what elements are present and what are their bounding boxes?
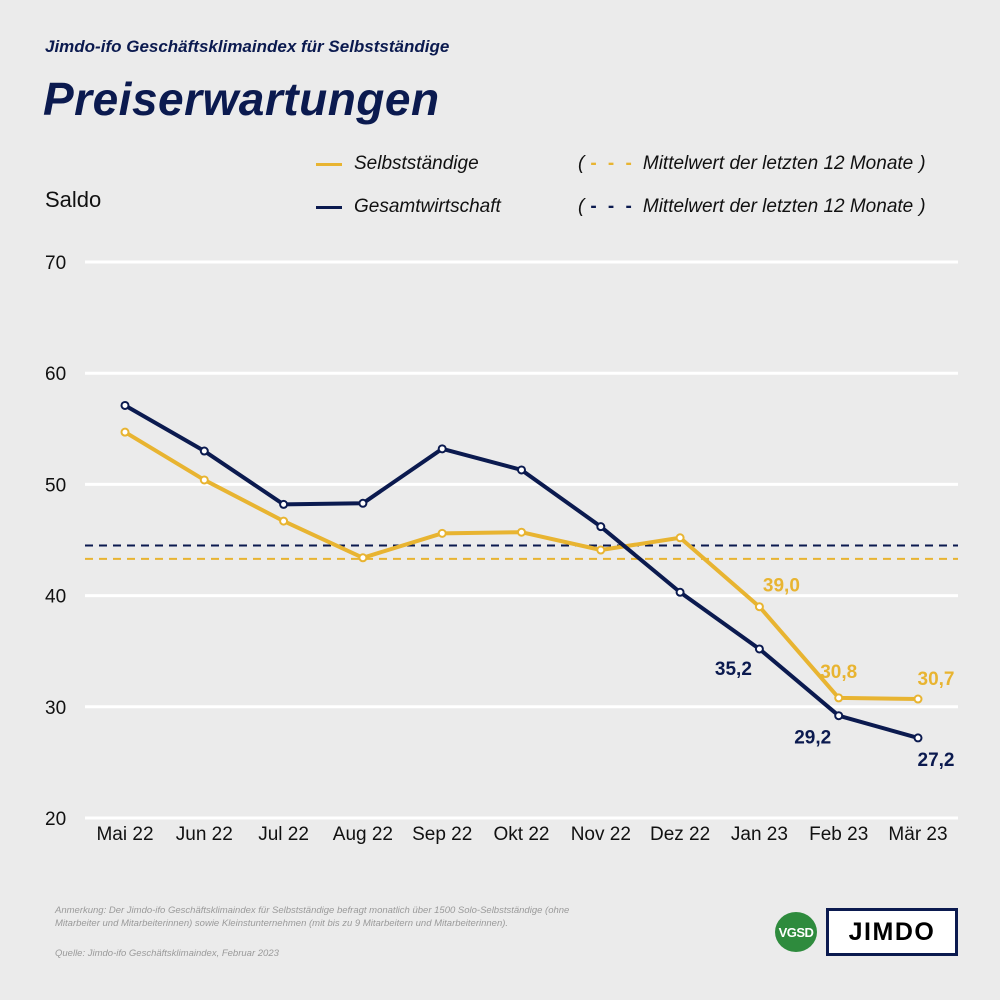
data-point: [913, 733, 923, 743]
data-label: 29,2: [794, 728, 831, 749]
x-tick-label: Mär 23: [888, 824, 947, 845]
x-tick-label: Nov 22: [571, 824, 631, 845]
x-tick-label: Jun 22: [176, 824, 233, 845]
line-chart: 20 30 40 50 60 70 Mai 22 Jun 22 Jul 22 Aug 22 Sep …: [45, 253, 958, 845]
data-point: [358, 498, 368, 508]
data-point: [754, 644, 764, 654]
data-point: [834, 711, 844, 721]
y-tick-label: 70: [45, 253, 66, 274]
x-tick-label: Jul 22: [258, 824, 309, 845]
data-point: [517, 465, 526, 475]
data-point: [120, 400, 130, 410]
data-point: [675, 533, 685, 543]
data-point: [913, 694, 923, 704]
legend-close-paren: ): [919, 153, 926, 174]
data-point: [834, 693, 844, 703]
y-tick-label: 20: [45, 809, 66, 830]
legend-item-selbststaendige: Selbstständige: [316, 151, 479, 177]
legend-close-paren: ): [919, 196, 926, 217]
legend-swatch-gesamtwirtschaft: [316, 205, 342, 209]
data-point: [120, 427, 130, 437]
data-label: 27,2: [918, 750, 955, 771]
data-point: [279, 499, 289, 509]
data-label: 30,8: [820, 662, 857, 683]
x-tick-label: Jan 23: [731, 824, 788, 845]
legend-open-paren: (: [578, 196, 585, 217]
data-point: [199, 446, 209, 456]
jimdo-logo: JIMDO: [826, 908, 958, 956]
y-tick-label: 40: [45, 587, 66, 608]
legend-label-selbststaendige: Selbstständige: [354, 153, 479, 174]
legend-item-gesamtwirtschaft: Gesamtwirtschaft: [316, 194, 501, 220]
data-point: [596, 545, 606, 555]
legend-swatch-selbststaendige: [316, 162, 342, 166]
data-point: [754, 602, 764, 612]
data-point: [437, 444, 447, 454]
data-label: 39,0: [763, 576, 800, 597]
data-label: 35,2: [715, 659, 752, 680]
data-point: [279, 516, 289, 526]
chart-title: Preiserwartungen: [43, 73, 440, 125]
data-point: [437, 528, 447, 538]
data-label: 30,7: [918, 669, 955, 690]
data-point: [596, 522, 606, 532]
y-axis-label: Saldo: [45, 187, 102, 212]
x-tick-label: Okt 22: [494, 824, 550, 845]
legend-label-avg-selbststaendige: Mittelwert der letzten 12 Monate: [642, 153, 914, 174]
y-tick-label: 30: [45, 698, 66, 719]
data-point: [199, 475, 209, 485]
x-tick-label: Aug 22: [333, 824, 393, 845]
legend-dash-avg-selbststaendige: - - -: [590, 153, 635, 174]
legend-label-avg-gesamtwirtschaft: Mittelwert der letzten 12 Monate: [642, 196, 914, 217]
data-point: [675, 587, 685, 597]
chart-subtitle: Jimdo-ifo Geschäftsklimaindex für Selbst…: [45, 37, 450, 56]
footnote: Anmerkung: Der Jimdo-ifo Geschäftsklimai…: [55, 905, 570, 929]
y-tick-label: 50: [45, 475, 66, 496]
x-tick-label: Dez 22: [650, 824, 710, 845]
source-note: Quelle: Jimdo-ifo Geschäftsklimaindex, F…: [55, 948, 279, 959]
legend-open-paren: (: [578, 153, 585, 174]
x-tick-label: Mai 22: [96, 824, 153, 845]
legend-dash-avg-gesamtwirtschaft: - - -: [590, 196, 635, 217]
x-tick-label: Feb 23: [809, 824, 868, 845]
legend-item-avg-selbststaendige: ( - - - Mittelwert der letzten 12 Monate…: [578, 151, 926, 177]
series-line: [124, 403, 919, 740]
legend-item-avg-gesamtwirtschaft: ( - - - Mittelwert der letzten 12 Monate…: [578, 194, 926, 220]
vgsd-logo: VGSD: [775, 912, 817, 952]
data-point: [358, 553, 368, 563]
x-tick-label: Sep 22: [412, 824, 472, 845]
y-tick-label: 60: [45, 364, 66, 385]
legend-label-gesamtwirtschaft: Gesamtwirtschaft: [354, 196, 501, 217]
data-point: [517, 527, 526, 537]
